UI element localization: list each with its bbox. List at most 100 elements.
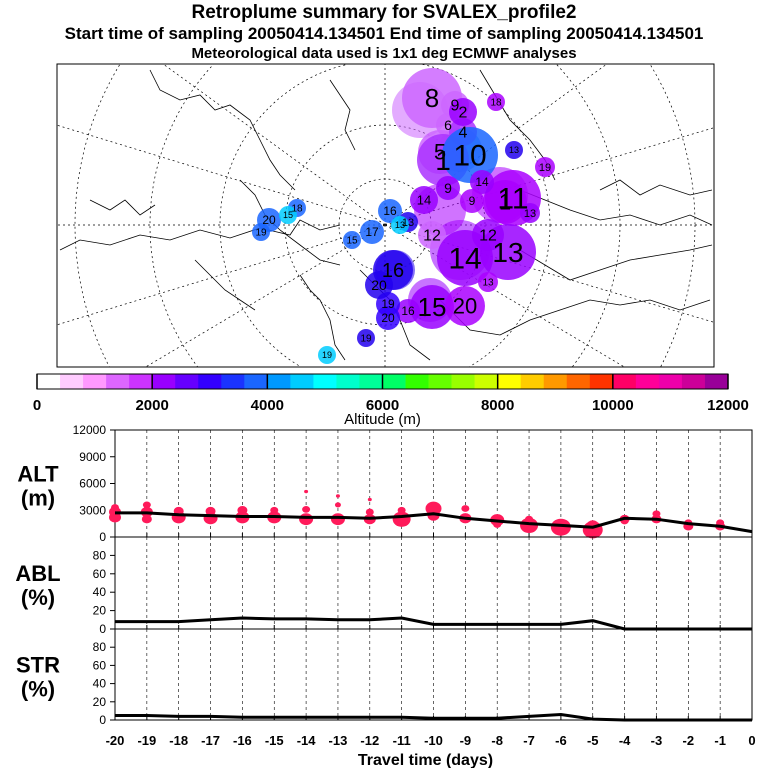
plume-day-label: 19 <box>360 334 372 345</box>
altitude-marker <box>525 515 534 523</box>
altitude-marker <box>142 501 151 509</box>
plume-marker <box>472 219 504 251</box>
x-tick-label: -18 <box>169 733 188 748</box>
colorbar-swatch <box>681 374 706 389</box>
y-tick-label: 80 <box>93 548 107 562</box>
x-tick-label: -6 <box>555 733 567 748</box>
plume-day-label: 10 <box>453 140 486 173</box>
y-tick-label: 40 <box>93 585 107 599</box>
time-series-panels: 030006000900012000ALT(m)020406080ABL(%)0… <box>15 423 755 768</box>
colorbar-swatch <box>566 374 591 389</box>
panel-ylabel-unit: (m) <box>21 486 55 511</box>
plume-day-label: 20 <box>453 294 477 319</box>
x-tick-label: -5 <box>587 733 599 748</box>
altitude-marker <box>109 512 121 523</box>
plume-day-label: 19 <box>322 350 332 360</box>
plume-day-label: 19 <box>539 162 551 174</box>
x-tick-label: -16 <box>233 733 252 748</box>
colorbar-axis-label: Altitude (m) <box>344 411 421 428</box>
x-tick-label: 0 <box>748 733 755 748</box>
colorbar-swatch <box>405 374 429 389</box>
plume-day-label: 13 <box>402 217 414 229</box>
altitude-marker <box>367 497 372 502</box>
colorbar-swatch <box>543 374 568 389</box>
plume-marker <box>396 299 420 323</box>
y-tick-label: 0 <box>99 713 106 727</box>
colorbar-swatch <box>336 374 360 389</box>
colorbar-swatch <box>60 374 84 389</box>
colorbar-swatch <box>704 374 729 389</box>
altitude-marker <box>141 514 152 524</box>
sampling-time-line: Start time of sampling 20050414.134501 E… <box>64 24 704 43</box>
plume-day-label: 15 <box>283 210 293 220</box>
altitude-marker <box>365 508 374 516</box>
altitude-marker <box>237 506 248 515</box>
colorbar-swatch <box>520 374 545 389</box>
colorbar-swatch <box>428 374 452 389</box>
plume-day-label: 16 <box>401 304 415 318</box>
colorbar-swatch <box>635 374 660 389</box>
plume-marker <box>391 216 409 234</box>
colorbar-tick-label: 4000 <box>251 397 284 414</box>
colorbar-tick-label: 10000 <box>592 397 634 414</box>
panel-ylabel: STR <box>16 653 60 678</box>
plume-day-label: 20 <box>262 213 276 227</box>
x-tick-label: -12 <box>360 733 379 748</box>
colorbar-tick-label: 0 <box>33 397 41 414</box>
altitude-marker <box>205 506 216 516</box>
x-tick-label: -19 <box>137 733 156 748</box>
plume-marker <box>470 170 494 194</box>
y-tick-label: 80 <box>93 640 107 654</box>
x-tick-label: -14 <box>297 733 317 748</box>
panel-ylabel-unit: (%) <box>21 677 55 702</box>
y-tick-label: 60 <box>93 658 107 672</box>
plume-marker <box>442 127 498 183</box>
y-tick-label: 12000 <box>73 423 107 437</box>
plume-day-label: 9 <box>469 194 476 208</box>
series-line-str <box>115 712 752 722</box>
x-tick-label: -17 <box>201 733 220 748</box>
y-tick-label: 60 <box>93 567 107 581</box>
altitude-marker <box>392 511 411 527</box>
colorbar-swatch <box>175 374 199 389</box>
plume-day-label: 18 <box>490 98 502 109</box>
colorbar-tick-label: 2000 <box>135 397 168 414</box>
x-tick-label: -15 <box>265 733 284 748</box>
plume-day-label: 11 <box>497 183 528 216</box>
plume-day-label: 14 <box>417 193 431 208</box>
plume-marker <box>449 98 477 126</box>
plume-marker <box>418 221 446 249</box>
y-tick-label: 0 <box>99 530 106 544</box>
colorbar-swatch <box>267 374 291 389</box>
altitude-marker <box>461 505 470 512</box>
colorbar-swatch <box>658 374 683 389</box>
plume-day-label: 13 <box>492 237 523 268</box>
colorbar-tick-label: 6000 <box>366 397 399 414</box>
plume-day-label: 13 <box>509 145 519 155</box>
altitude-marker <box>270 506 279 514</box>
altitude-marker <box>716 519 725 527</box>
y-tick-label: 3000 <box>79 503 106 517</box>
x-axis-label: Travel time (days) <box>358 752 493 768</box>
plume-day-label: 13 <box>524 208 536 220</box>
colorbar-swatch <box>37 374 61 389</box>
colorbar-swatch <box>198 374 222 389</box>
x-tick-label: -1 <box>714 733 726 748</box>
plume-day-label: 14 <box>475 175 489 189</box>
plume-marker <box>357 329 375 347</box>
y-tick-label: 6000 <box>79 477 106 491</box>
plume-day-label: 12 <box>423 228 441 245</box>
altitude-marker <box>330 513 345 526</box>
altitude-marker <box>397 506 406 514</box>
plume-day-label: 19 <box>381 297 395 311</box>
panel-ylabel: ABL <box>15 561 60 586</box>
colorbar-swatch <box>497 374 521 389</box>
plume-marker <box>445 286 485 326</box>
altitude-marker <box>302 505 311 513</box>
plume-marker <box>343 231 361 249</box>
plume-day-label: 20 <box>381 311 395 325</box>
